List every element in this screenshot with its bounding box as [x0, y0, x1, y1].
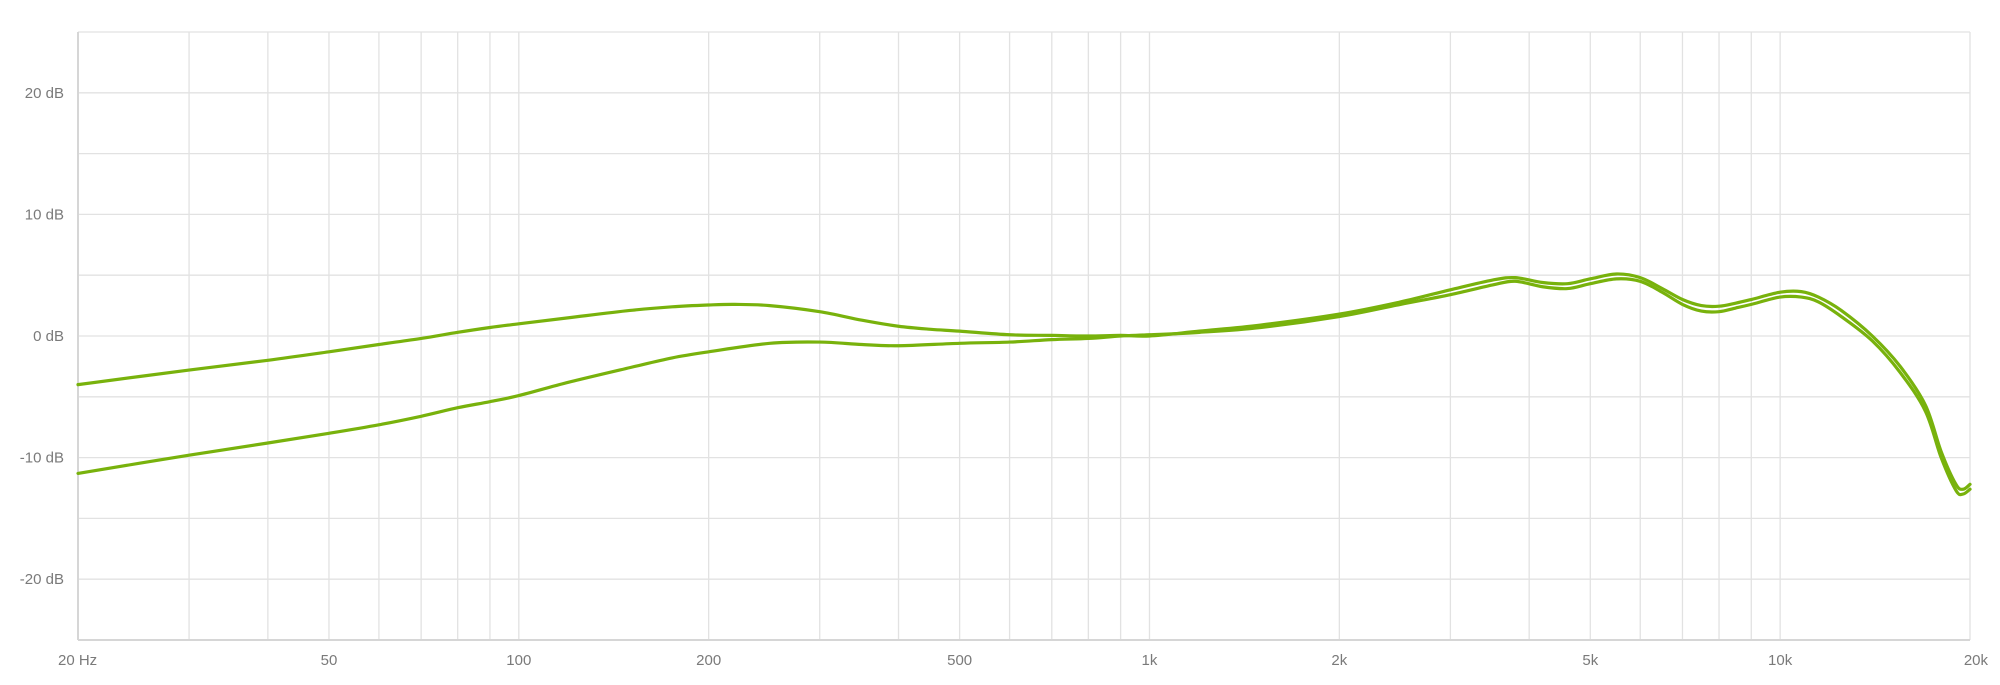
- x-tick-label: 200: [696, 652, 721, 669]
- y-tick-label: 20 dB: [25, 85, 64, 102]
- series-line-1: [76, 272, 1972, 491]
- x-tick-label: 5k: [1582, 652, 1598, 669]
- x-tick-label: 20k: [1964, 652, 1989, 669]
- x-tick-label: 1k: [1142, 652, 1158, 669]
- x-tick-label: 500: [947, 652, 972, 669]
- x-tick-label: 2k: [1331, 652, 1347, 669]
- x-tick-label: 20 Hz: [58, 652, 97, 669]
- series-layer: [76, 272, 1972, 497]
- y-tick-label: -10 dB: [20, 450, 64, 467]
- y-tick-label: 0 dB: [33, 328, 64, 345]
- series-line-2: [76, 277, 1972, 497]
- x-tick-label: 50: [321, 652, 338, 669]
- y-tick-label: -20 dB: [20, 571, 64, 588]
- tick-label-layer: 20 dB 10 dB 0 dB -10 dB -20 dB 20 Hz 50 100 200 5…: [20, 85, 1989, 669]
- axis-layer: [77, 32, 1970, 641]
- y-tick-label: 10 dB: [25, 206, 64, 223]
- x-tick-label: 100: [506, 652, 531, 669]
- x-tick-label: 10k: [1768, 652, 1793, 669]
